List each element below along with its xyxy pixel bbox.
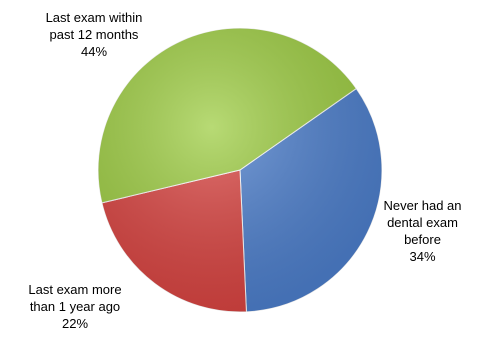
slice-label-more-than-1-year: Last exam more than 1 year ago 22%: [0, 281, 150, 332]
slice-label-line: before: [404, 232, 441, 247]
slice-label-line: Last exam more: [28, 282, 122, 297]
slice-label-line: Never had an: [383, 198, 462, 213]
slice-value-label: 22%: [61, 316, 89, 331]
slice-label-line: past 12 months: [49, 27, 139, 42]
slice-label-line: Last exam within: [45, 10, 143, 25]
slice-label-within-12-months: Last exam within past 12 months 44%: [14, 9, 174, 60]
slice-label-never-exam: Never had an dental exam before 34%: [355, 197, 490, 265]
slice-value-label: 44%: [80, 44, 108, 59]
slice-label-line: dental exam: [387, 215, 458, 230]
slice-label-line: than 1 year ago: [29, 299, 121, 314]
slice-value-label: 34%: [409, 249, 436, 264]
